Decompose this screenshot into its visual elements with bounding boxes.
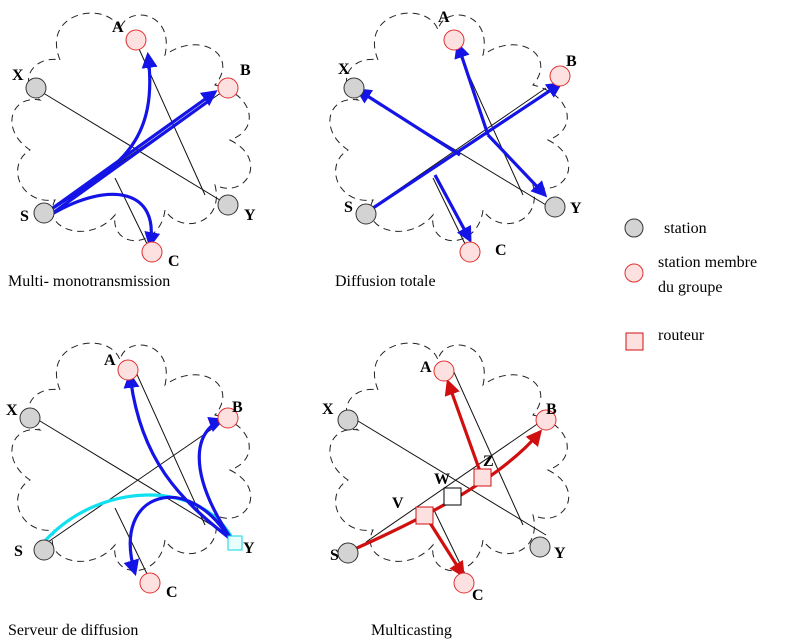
- member-station-c-4: [454, 573, 474, 593]
- station-s-2: [356, 204, 376, 224]
- station-x-4: [338, 410, 358, 430]
- legend-station-label: station: [664, 220, 707, 237]
- router-v: [416, 507, 433, 524]
- node-label-y-4: Y: [554, 545, 566, 562]
- node-label-b: B: [240, 62, 251, 79]
- legend-member-label-2: du groupe: [658, 279, 722, 296]
- caption-multi-monotransmission: Multi- monotransmission: [8, 273, 170, 290]
- panel-multicasting: A B C X Y S W Z V Multicasting: [322, 343, 569, 639]
- node-label-b-4: B: [546, 401, 557, 418]
- node-label-y-3: Y: [243, 540, 255, 557]
- node-label-s: S: [20, 208, 29, 225]
- router-label-w: W: [434, 471, 450, 488]
- panel-serveur-de-diffusion: A B C X Y S Serveur de diffusion: [6, 343, 255, 639]
- node-label-x-3: X: [6, 402, 18, 419]
- legend: station station membre du groupe routeur: [625, 219, 757, 350]
- node-label-a-3: A: [104, 352, 116, 369]
- member-station-a-4: [434, 361, 454, 381]
- member-station-a-3: [118, 360, 138, 380]
- legend-router-icon: [626, 333, 643, 350]
- node-label-c-4: C: [472, 587, 484, 604]
- arrow-s-to-b: [50, 92, 215, 210]
- node-label-x-4: X: [322, 401, 334, 418]
- member-station-a-2: [444, 30, 464, 50]
- station-s-3: [34, 540, 54, 560]
- node-label-a-2: A: [438, 9, 450, 26]
- member-station-b: [218, 78, 238, 98]
- node-label-c: C: [168, 253, 180, 270]
- router-label-v: V: [392, 495, 404, 512]
- server-box: [228, 536, 242, 550]
- station-y-2: [545, 197, 565, 217]
- node-label-c-3: C: [166, 584, 178, 601]
- node-label-b-2: B: [566, 53, 577, 70]
- legend-router-label: routeur: [658, 327, 705, 344]
- member-station-c-3: [140, 573, 160, 593]
- node-label-y: Y: [244, 207, 256, 224]
- node-label-b-3: B: [232, 399, 243, 416]
- station-x: [26, 78, 46, 98]
- caption-serveur-de-diffusion: Serveur de diffusion: [8, 622, 138, 639]
- arrow-to-a: [458, 45, 488, 135]
- legend-station-icon: [625, 219, 643, 237]
- router-label-z: Z: [483, 453, 494, 470]
- panel-multi-monotransmission: A B C X Y S Multi- monotransmission: [8, 13, 256, 290]
- panel-diffusion-totale: A B C X Y S Diffusion totale: [330, 9, 582, 290]
- station-y-4: [530, 537, 550, 557]
- station-s-4: [338, 543, 358, 563]
- member-station-c-2: [460, 242, 480, 262]
- node-label-x: X: [12, 67, 24, 84]
- node-label-a-4: A: [420, 359, 432, 376]
- legend-member-icon: [625, 264, 643, 282]
- member-station-c: [142, 242, 162, 262]
- node-label-s-2: S: [344, 199, 353, 216]
- router-w: [444, 488, 461, 505]
- arrow-to-c: [435, 175, 470, 240]
- node-label-s-4: S: [330, 547, 339, 564]
- node-label-s-3: S: [14, 543, 23, 560]
- node-label-c-2: C: [495, 242, 507, 259]
- station-y: [218, 195, 238, 215]
- node-label-y-2: Y: [570, 200, 582, 217]
- caption-diffusion-totale: Diffusion totale: [335, 273, 436, 290]
- station-x-2: [344, 78, 364, 98]
- arrow-to-b: [370, 84, 560, 210]
- member-station-a: [126, 30, 146, 50]
- station-x-3: [20, 408, 40, 428]
- router-z: [474, 469, 491, 486]
- node-label-a: A: [112, 19, 124, 36]
- caption-multicasting: Multicasting: [371, 622, 452, 639]
- station-s: [34, 203, 54, 223]
- node-label-x-2: X: [338, 61, 350, 78]
- arrow-s-to-a: [50, 55, 150, 210]
- legend-member-label-1: station membre: [658, 254, 757, 271]
- arrow-to-y: [488, 135, 545, 195]
- arrow-to-x: [358, 90, 460, 155]
